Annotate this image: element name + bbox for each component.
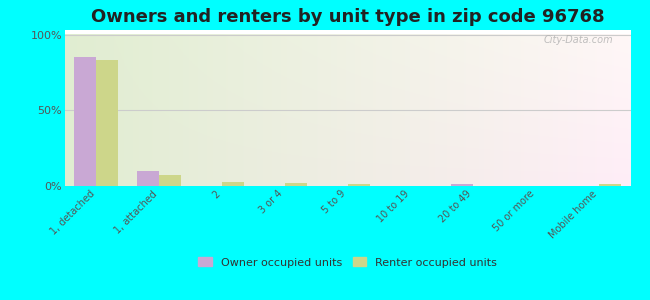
Legend: Owner occupied units, Renter occupied units: Owner occupied units, Renter occupied un… — [195, 254, 500, 271]
Bar — [285, 183, 307, 186]
Bar — [411, 185, 432, 186]
Bar — [348, 184, 370, 186]
Bar — [96, 60, 118, 186]
Bar — [536, 185, 558, 186]
Bar — [514, 185, 536, 186]
Title: Owners and renters by unit type in zip code 96768: Owners and renters by unit type in zip c… — [91, 8, 604, 26]
Bar — [577, 185, 599, 186]
Bar — [137, 171, 159, 186]
Bar — [263, 185, 285, 186]
Bar — [200, 185, 222, 186]
Bar — [451, 184, 473, 186]
Bar — [326, 185, 348, 186]
Bar — [599, 184, 621, 186]
Bar — [389, 185, 411, 186]
Bar — [74, 57, 96, 186]
Text: City-Data.com: City-Data.com — [544, 35, 614, 45]
Bar — [222, 182, 244, 186]
Bar — [473, 185, 495, 186]
Bar — [159, 176, 181, 186]
